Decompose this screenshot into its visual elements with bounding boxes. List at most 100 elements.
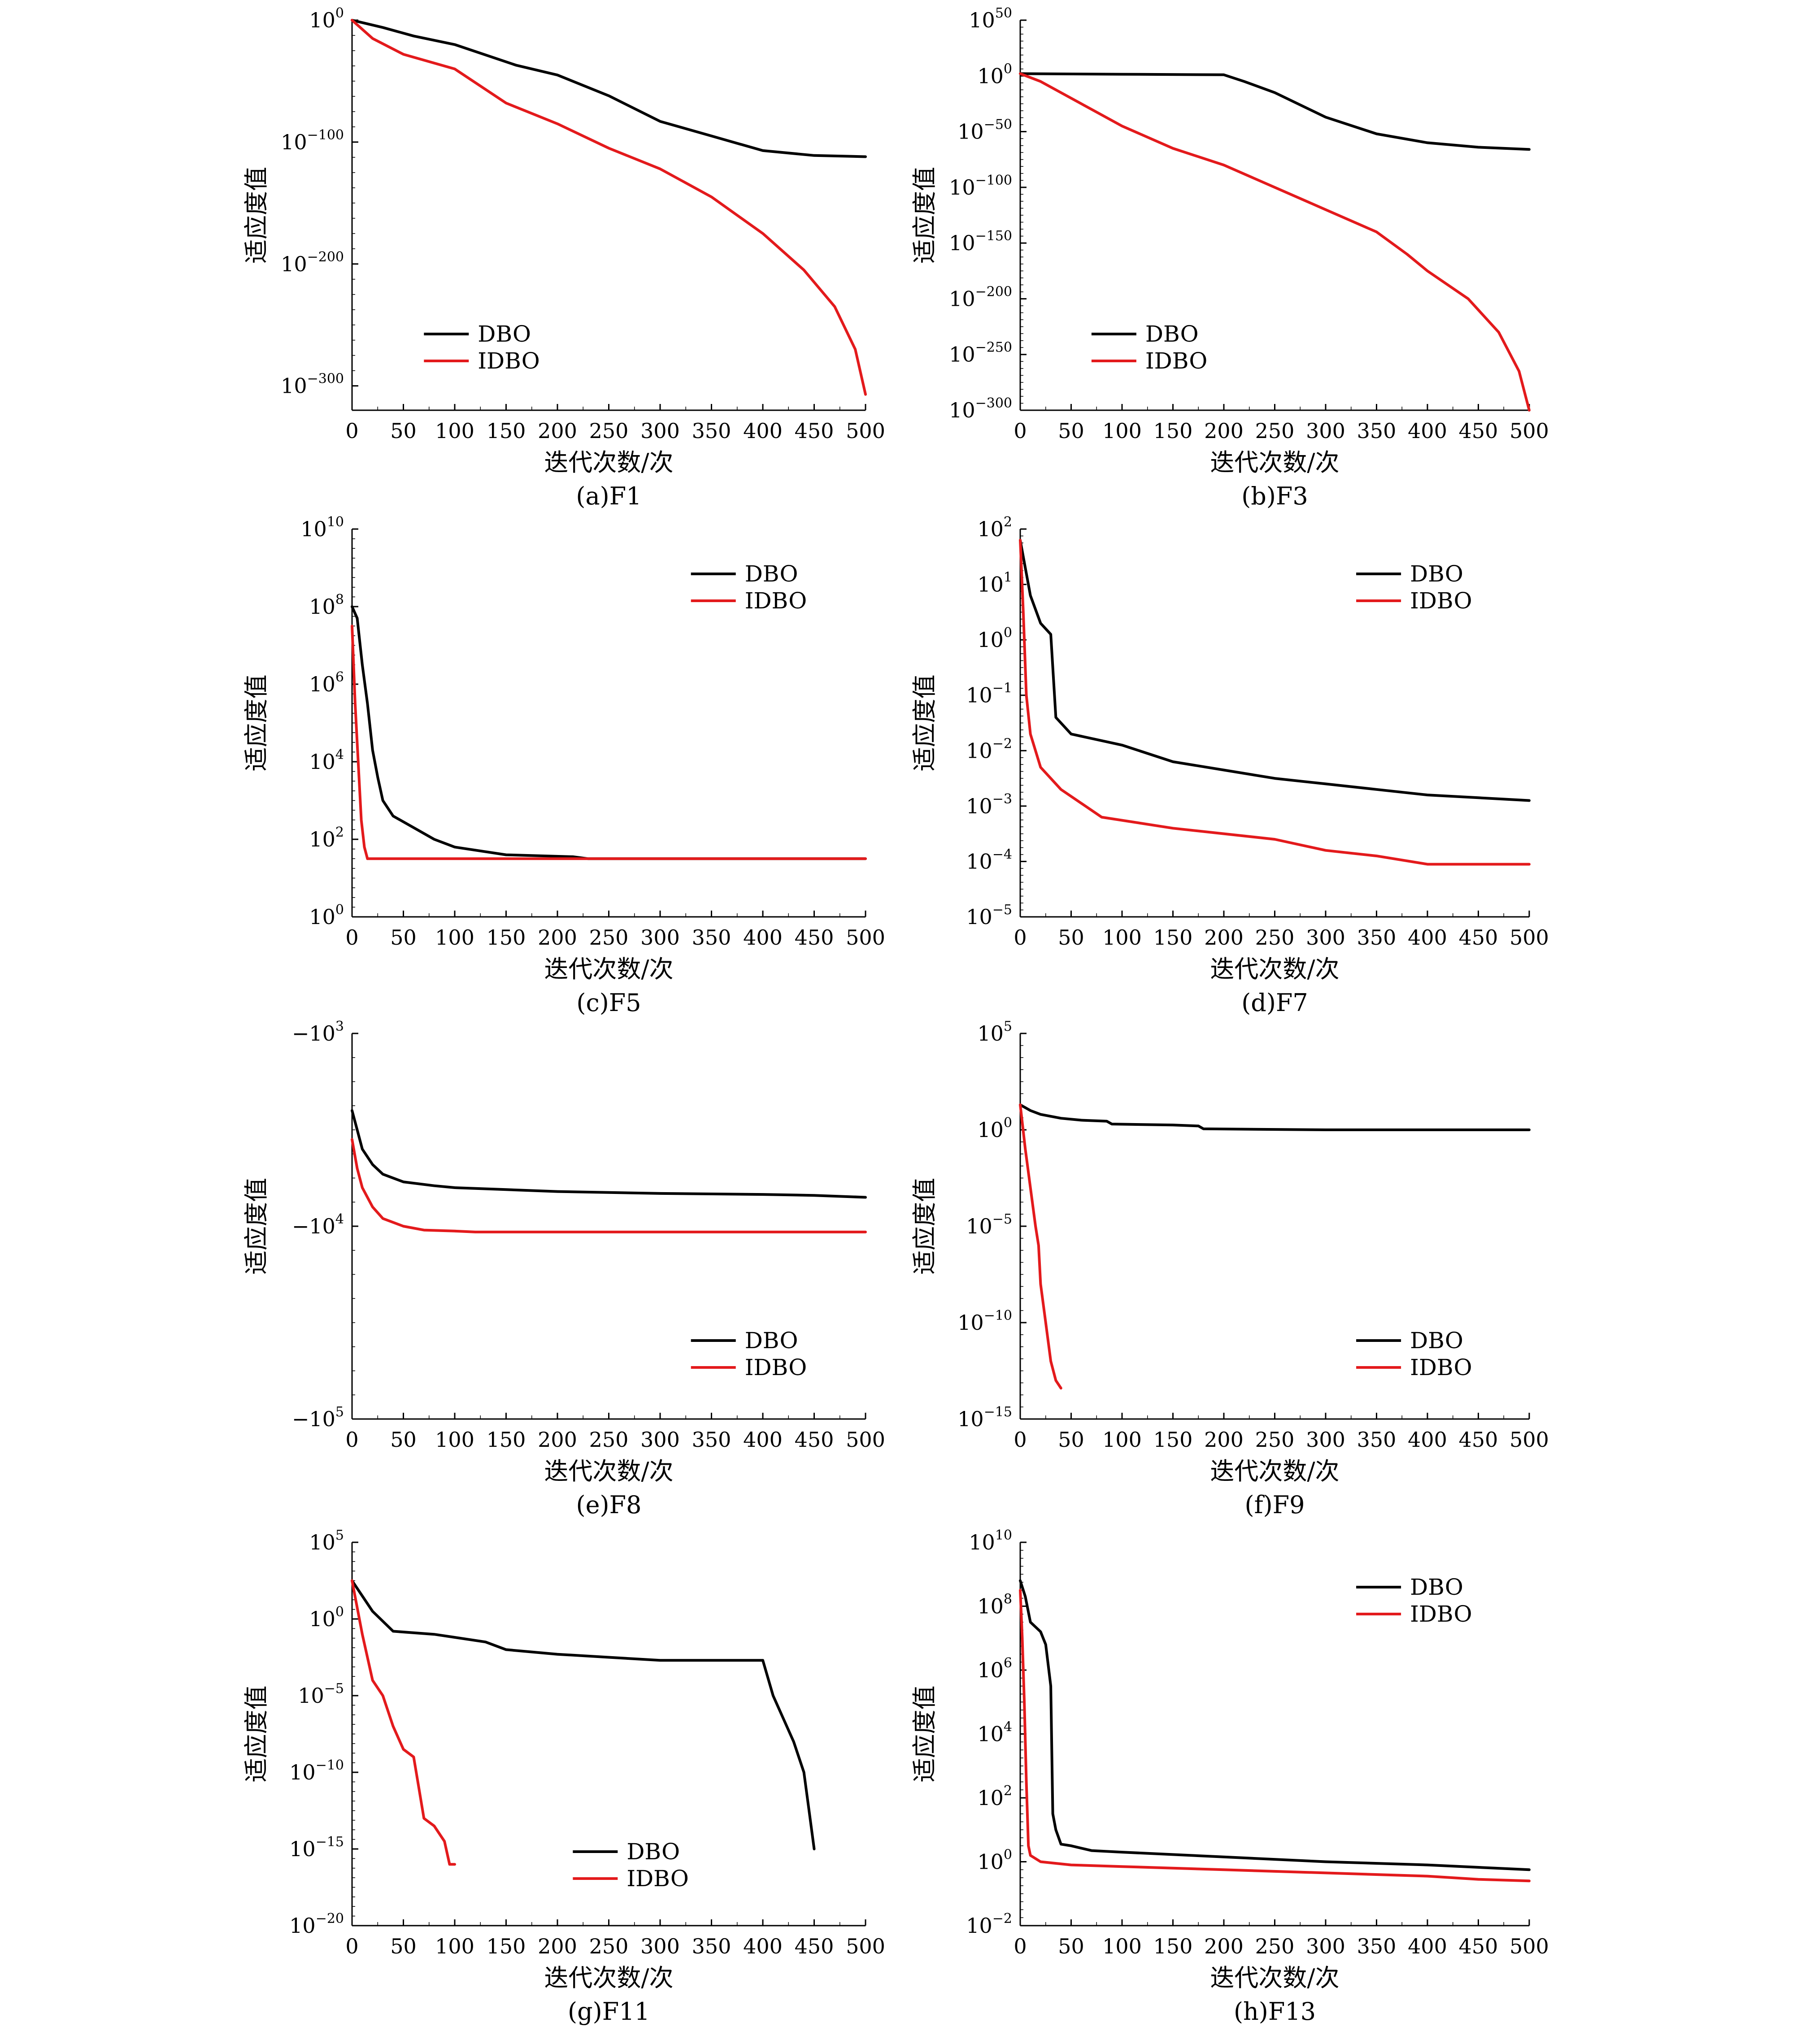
y-tick-label: −105 [292,1404,344,1431]
chart-panel-F1: 0 50 100 150 200 250 300 350 400 450 50010010−1001… [242,5,885,510]
x-tick-label: 150 [487,1428,526,1452]
y-tick-base: 10 [300,517,327,541]
x-tick-label: 0 [345,925,358,950]
x-tick-label: 500 [846,925,885,950]
y-tick-exponent: −150 [975,228,1012,244]
x-axis-label: 迭代次数/次 [544,1457,673,1485]
y-tick-label: 10−200 [949,284,1012,311]
x-tick-label: 150 [1153,925,1193,950]
x-tick-label: 200 [1204,1428,1244,1452]
y-tick-exponent: 0 [335,5,344,21]
y-tick-label: 100 [977,1115,1012,1142]
y-tick-label: 10−200 [281,249,344,276]
panel-caption: (b)F3 [1241,482,1308,510]
y-tick-base: 10 [949,231,975,255]
y-tick-exponent: 1 [1004,570,1012,586]
x-tick-label: 350 [1357,925,1396,950]
x-tick-label: 150 [487,925,526,950]
y-tick-base: 10 [977,517,1004,541]
x-tick-label: 400 [1408,1428,1447,1452]
x-tick-label: 50 [390,1934,417,1958]
series-line-idbo [351,1579,456,1866]
y-tick-base: 10 [966,794,992,818]
x-tick-label: 50 [1058,419,1084,443]
x-tick-label: 400 [1408,419,1447,443]
legend-label-dbo: DBO [745,1328,798,1354]
legend-label-idbo: IDBO [1410,588,1472,614]
x-tick-label: 250 [1255,925,1295,950]
x-tick-label: 350 [1357,1428,1396,1452]
panel-caption: (d)F7 [1241,989,1308,1017]
legend-label-idbo: IDBO [478,348,540,374]
y-tick-base: 10 [281,130,307,154]
chart-panel-F9: 0 50 100 150 200 250 300 350 400 450 50010510010−5… [910,1019,1549,1519]
x-tick-label: 0 [345,419,358,443]
y-tick-label: 10−15 [957,1404,1012,1431]
y-tick-label: 10−50 [957,117,1012,144]
y-tick-base: 10 [309,8,335,32]
x-tick-label: 300 [640,1934,680,1958]
y-axis-label: 适应度值 [910,167,939,264]
x-tick-label: 500 [846,1428,885,1452]
x-tick-label: 300 [640,1428,680,1452]
y-tick-label: 105 [309,1528,344,1554]
legend-label-dbo: DBO [1410,561,1463,587]
x-tick-label: 300 [1306,419,1345,443]
y-tick-label: 10−10 [289,1758,344,1784]
y-tick-label: 10−1 [966,681,1012,707]
chart-panel-F5: 0 50 100 150 200 250 300 350 400 450 5001010108106… [242,514,885,1017]
y-tick-base: 10 [966,849,992,873]
x-tick-label: 500 [1510,1934,1549,1958]
y-tick-exponent: 8 [335,592,344,608]
x-tick-label: 100 [1102,419,1142,443]
y-tick-base: 10 [309,1530,335,1554]
y-axis-label: 适应度值 [910,1178,939,1275]
y-tick-base: 10 [289,1837,316,1861]
y-tick-base: 10 [977,64,1004,88]
x-tick-label: 300 [640,419,680,443]
y-tick-exponent: 10 [995,1528,1012,1543]
x-tick-label: 350 [692,925,731,950]
y-axis-label: 适应度值 [910,1686,939,1783]
y-tick-exponent: −3 [992,791,1012,807]
legend-label-dbo: DBO [1410,1328,1463,1354]
y-tick-base: 10 [289,1914,316,1938]
y-tick-exponent: −20 [316,1911,344,1927]
y-tick-base: 10 [966,738,992,763]
y-tick-exponent: −4 [992,846,1012,862]
y-tick-base: 10 [949,286,975,311]
y-tick-exponent: 6 [1004,1655,1012,1671]
y-tick-exponent: −250 [975,340,1012,356]
y-tick-exponent: 0 [335,902,344,918]
y-tick-label: 10−4 [966,846,1012,873]
x-tick-label: 500 [1510,419,1549,443]
y-tick-exponent: 5 [1004,1019,1012,1034]
legend-label-dbo: DBO [1145,321,1199,347]
y-tick-label: 100 [977,61,1012,88]
y-tick-base: 10 [309,672,335,696]
y-tick-label: 10−5 [966,1211,1012,1238]
y-tick-base: 10 [309,1607,335,1631]
series-line-idbo [351,1138,867,1233]
y-tick-exponent: 2 [1004,1783,1012,1799]
y-tick-base: 10 [957,1407,984,1431]
y-tick-exponent: −15 [316,1834,344,1850]
x-tick-label: 50 [390,925,417,950]
x-tick-label: 0 [1014,419,1027,443]
series-line-idbo [351,625,867,860]
y-tick-exponent: 4 [335,1211,344,1227]
x-tick-label: 300 [1306,1934,1345,1958]
series-line-dbo [1019,538,1531,802]
y-tick-base: 10 [977,1786,1004,1810]
y-tick-label: 100 [977,625,1012,652]
x-tick-label: 250 [589,925,629,950]
series-line-idbo [1019,72,1531,412]
legend-label-idbo: IDBO [745,588,807,614]
y-tick-exponent: 2 [1004,514,1012,530]
x-tick-label: 200 [538,1428,577,1452]
y-tick-base: −10 [292,1407,335,1431]
y-tick-label: 102 [977,1783,1012,1810]
x-tick-label: 500 [1510,1428,1549,1452]
